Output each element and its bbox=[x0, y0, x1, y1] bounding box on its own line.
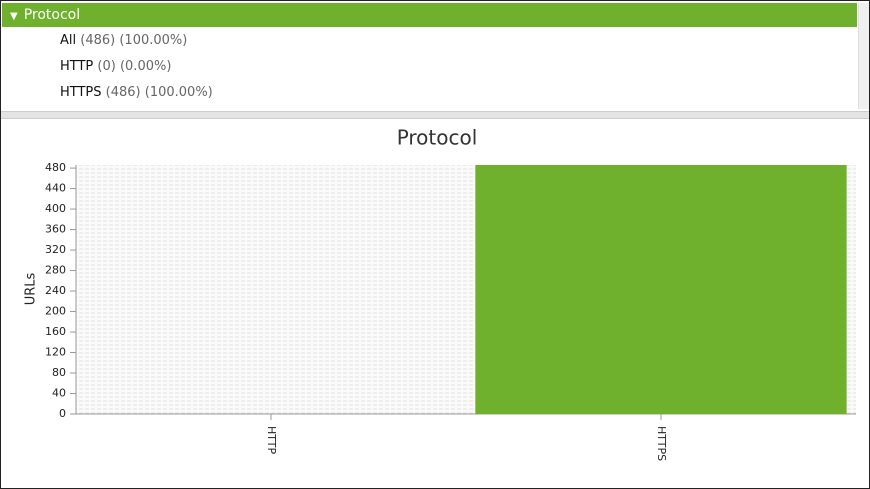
y-tick-label: 440 bbox=[45, 182, 66, 195]
y-tick-label: 0 bbox=[59, 407, 66, 420]
item-detail: (486) (100.00%) bbox=[80, 33, 188, 48]
header-label: Protocol bbox=[23, 7, 81, 23]
y-tick-label: 40 bbox=[52, 387, 66, 400]
bar bbox=[475, 165, 847, 414]
x-tick-label: HTTP bbox=[265, 426, 278, 455]
y-tick-label: 280 bbox=[45, 264, 66, 277]
y-axis-label: URLs bbox=[24, 272, 39, 305]
y-tick-label: 400 bbox=[45, 202, 66, 215]
y-tick-label: 80 bbox=[52, 366, 66, 379]
tree-header[interactable]: ▼ Protocol bbox=[2, 3, 857, 27]
scrollbar[interactable] bbox=[858, 3, 869, 109]
y-tick-label: 160 bbox=[45, 325, 66, 338]
chart-title: Protocol bbox=[397, 126, 478, 150]
y-tick-label: 320 bbox=[45, 243, 66, 256]
chart: Protocol URLs 0 40 80 120 160 200 240 280 320 360… bbox=[24, 126, 856, 461]
item-detail: (486) (100.00%) bbox=[105, 85, 213, 100]
tree-item[interactable]: All (486) (100.00%) bbox=[60, 33, 187, 48]
y-tick-label: 480 bbox=[45, 161, 66, 174]
y-tick-label: 360 bbox=[45, 223, 66, 236]
item-name: HTTPS bbox=[60, 85, 102, 100]
item-detail: (0) (0.00%) bbox=[97, 59, 172, 74]
item-name: All bbox=[60, 33, 77, 48]
tree-item[interactable]: HTTP (0) (0.00%) bbox=[60, 59, 171, 74]
y-tick-label: 200 bbox=[45, 305, 66, 318]
y-tick-label: 240 bbox=[45, 284, 66, 297]
expand-arrow[interactable]: ▼ bbox=[10, 11, 18, 22]
splitter[interactable] bbox=[1, 111, 869, 119]
item-name: HTTP bbox=[60, 59, 94, 74]
x-tick-label: HTTPS bbox=[655, 426, 668, 461]
y-tick-label: 120 bbox=[45, 346, 66, 359]
tree-item[interactable]: HTTPS (486) (100.00%) bbox=[60, 85, 213, 100]
